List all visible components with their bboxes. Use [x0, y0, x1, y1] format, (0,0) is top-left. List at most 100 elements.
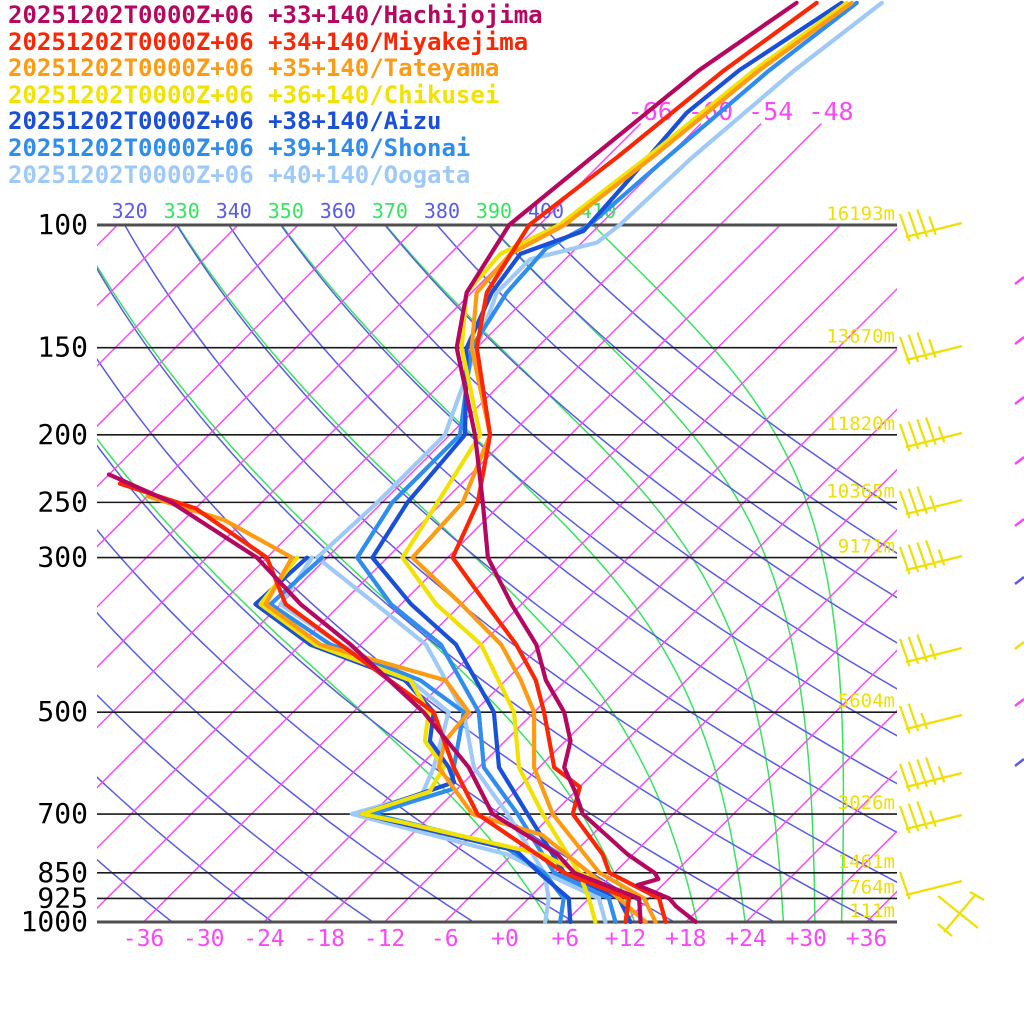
altitude-labels: 16193m 13670m 11820m 10365m 9171m 5604m 3026m 1… — [826, 203, 895, 922]
edge-mark — [1014, 758, 1024, 767]
dry-adiabat-370 — [384, 225, 897, 644]
edge-mark — [1014, 641, 1024, 650]
sounding-temp-aizu — [370, 0, 844, 924]
altitude-label: 11820m — [826, 413, 895, 435]
sounding-temp-miyakejima — [450, 0, 819, 924]
altitude-label: 9171m — [838, 536, 895, 558]
theta-label-360: 360 — [320, 199, 356, 223]
wind-barb — [898, 209, 963, 242]
dry-adiabat-250 — [97, 776, 274, 922]
wind-barb — [898, 634, 963, 667]
wind-barbs — [898, 209, 985, 937]
legend-entry-tateyama: 20251202T0000Z+06 +35+140/Tateyama — [8, 54, 500, 83]
sounding-temp-oogata — [315, 0, 884, 924]
legend-entry-oogata: 20251202T0000Z+06 +40+140/Oogata — [8, 160, 471, 189]
isotherm-0 — [504, 528, 897, 922]
altitude-label: 1461m — [838, 851, 895, 873]
dry-adiabat-390 — [488, 225, 897, 555]
isotherm-42 — [927, 225, 1024, 922]
temp-axis: -36 -30 -24 -18 -12 -6 +0 +6 +12 +18 +24 +30 +36-66-… — [123, 97, 888, 952]
isotherm--54 — [97, 123, 762, 789]
altitude-label: 5604m — [838, 690, 895, 712]
isotherm--48 — [97, 123, 822, 850]
isotherm--60 — [97, 123, 702, 729]
pressure-tick-label: 100 — [37, 208, 88, 241]
edge-mark — [1014, 698, 1024, 707]
pressure-tick-label: 850 — [37, 856, 88, 889]
sounding-temp-chikusei — [400, 0, 849, 924]
upper-temp-label: -48 — [808, 97, 853, 126]
isotherm-18 — [685, 709, 897, 922]
dry-adiabat-400 — [540, 225, 897, 511]
legend-entry-aizu: 20251202T0000Z+06 +38+140/Aizu — [8, 107, 442, 136]
altitude-label: 16193m — [826, 203, 895, 225]
isotherms — [97, 123, 1024, 922]
edge-mark — [1014, 396, 1024, 405]
theta-label-370: 370 — [372, 199, 408, 223]
sounding-dewpoint-miyakejima — [117, 481, 632, 924]
temp-tick-label: +18 — [665, 926, 707, 952]
isotherm--102 — [97, 224, 179, 307]
soundings — [106, 0, 884, 924]
altitude-label: 10365m — [826, 480, 895, 502]
temp-tick-label: -12 — [364, 926, 406, 952]
pressure-tick-label: 1000 — [21, 905, 88, 938]
isotherm--18 — [323, 348, 897, 922]
wind-barb — [898, 416, 963, 452]
isotherm-12 — [624, 649, 897, 922]
temp-tick-label: -24 — [243, 926, 285, 952]
theta-label-330: 330 — [164, 199, 200, 223]
wind-barb — [898, 801, 963, 834]
isotherm-6 — [564, 589, 897, 922]
sounding-temp-hachijojima — [454, 0, 799, 924]
sounding-dewpoint-aizu — [253, 555, 573, 924]
isotherm-24 — [745, 769, 897, 922]
wind-barb — [898, 486, 963, 519]
pressure-tick-label: 700 — [37, 797, 88, 830]
isotherm--72 — [97, 224, 480, 609]
wind-barb — [898, 756, 963, 792]
dry-adiabat-360 — [332, 225, 897, 690]
temp-tick-label: +12 — [605, 926, 647, 952]
pressure-tick-label: 925 — [37, 881, 88, 914]
theta-label-320: 320 — [112, 199, 148, 223]
theta-label-380: 380 — [424, 199, 460, 223]
pressure-tick-label: 200 — [37, 418, 88, 451]
dry-adiabat-310 — [97, 267, 876, 922]
legend-entry-chikusei: 20251202T0000Z+06 +36+140/Chikusei — [8, 80, 500, 109]
wind-barb — [898, 539, 963, 575]
pressure-tick-label: 250 — [37, 485, 88, 518]
isotherm--84 — [97, 224, 360, 488]
theta-label-340: 340 — [216, 199, 252, 223]
isotherm--96 — [97, 224, 239, 368]
pressure-tick-label: 150 — [37, 331, 88, 364]
altitude-label: 111m — [849, 900, 895, 922]
edge-mark — [1014, 576, 1024, 585]
isotherm--6 — [443, 468, 897, 922]
temp-tick-label: -30 — [183, 926, 225, 952]
isotherm--90 — [97, 224, 299, 428]
edge-mark — [1014, 336, 1024, 345]
dry-adiabat-270 — [97, 611, 475, 922]
altitude-label: 3026m — [838, 792, 895, 814]
pressure-tick-label: 500 — [37, 695, 88, 728]
temp-tick-label: +30 — [785, 926, 827, 952]
pressure-tick-label: 300 — [37, 541, 88, 574]
sounding-temp-tateyama — [410, 0, 854, 924]
temp-tick-label: +24 — [725, 926, 767, 952]
temp-tick-label: +6 — [551, 926, 579, 952]
dry-adiabat-340 — [228, 225, 897, 785]
isotherm--30 — [202, 227, 897, 922]
edge-mark — [1014, 456, 1024, 465]
edge-mark — [1014, 518, 1024, 527]
theta-label-390: 390 — [476, 199, 512, 223]
legend: 20251202T0000Z+06 +33+140/Hachijojima 202… — [8, 2, 543, 188]
dry-adiabat-320 — [123, 225, 897, 884]
temp-tick-label: +36 — [846, 926, 888, 952]
temp-tick-label: -36 — [123, 926, 165, 952]
legend-entry-shonai: 20251202T0000Z+06 +39+140/Shonai — [8, 133, 471, 162]
wind-barb — [898, 871, 963, 900]
isotherm--78 — [97, 224, 420, 548]
wind-barb — [898, 703, 963, 734]
